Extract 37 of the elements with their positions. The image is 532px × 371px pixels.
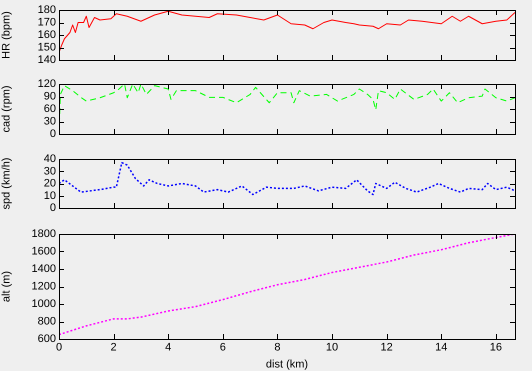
y-tick-label: 0 bbox=[50, 202, 56, 214]
x-tick-label: 4 bbox=[165, 342, 172, 354]
y-tick-label: 10 bbox=[44, 190, 56, 202]
y-tick-label: 1400 bbox=[32, 263, 56, 276]
y-tick-label: 1000 bbox=[32, 298, 56, 310]
y-tick-label: 30 bbox=[44, 116, 56, 128]
y-tick-label: 90 bbox=[44, 90, 56, 103]
x-tick-label: 12 bbox=[380, 342, 393, 354]
x-tick-label: 8 bbox=[274, 342, 281, 354]
y-tick-label: 60 bbox=[44, 103, 56, 116]
x-tick-label: 14 bbox=[435, 342, 448, 354]
line-series bbox=[59, 234, 515, 336]
y-tick-label: 600 bbox=[38, 333, 56, 346]
y-tick-label: 0 bbox=[50, 128, 56, 140]
y-tick-label: 1200 bbox=[32, 280, 56, 293]
y-axis-title: spd (km/h) bbox=[0, 158, 13, 210]
x-tick-label: 10 bbox=[326, 342, 338, 354]
x-tick-label: 2 bbox=[110, 342, 117, 354]
y-tick-label: 180 bbox=[38, 4, 56, 16]
y-tick-label: 150 bbox=[38, 42, 56, 54]
x-axis-title: dist (km) bbox=[266, 358, 308, 370]
y-axis-title: cad (rpm) bbox=[0, 85, 13, 133]
y-tick-label: 120 bbox=[38, 78, 56, 90]
y-tick-label: 140 bbox=[38, 54, 56, 66]
y-tick-label: 30 bbox=[44, 165, 56, 178]
y-tick-label: 170 bbox=[38, 16, 56, 29]
y-tick-label: 1600 bbox=[32, 246, 56, 258]
y-tick-label: 40 bbox=[44, 153, 56, 166]
y-tick-label: 1800 bbox=[32, 228, 56, 240]
x-tick-label: 16 bbox=[490, 342, 502, 354]
y-axis-title: HR (bpm) bbox=[0, 11, 13, 59]
y-tick-label: 160 bbox=[38, 29, 56, 42]
y-tick-label: 20 bbox=[44, 178, 56, 190]
y-axis-title: alt (m) bbox=[0, 270, 13, 302]
line-series bbox=[59, 162, 515, 196]
x-tick-label: 6 bbox=[220, 342, 226, 354]
y-tick-label: 800 bbox=[38, 316, 56, 328]
